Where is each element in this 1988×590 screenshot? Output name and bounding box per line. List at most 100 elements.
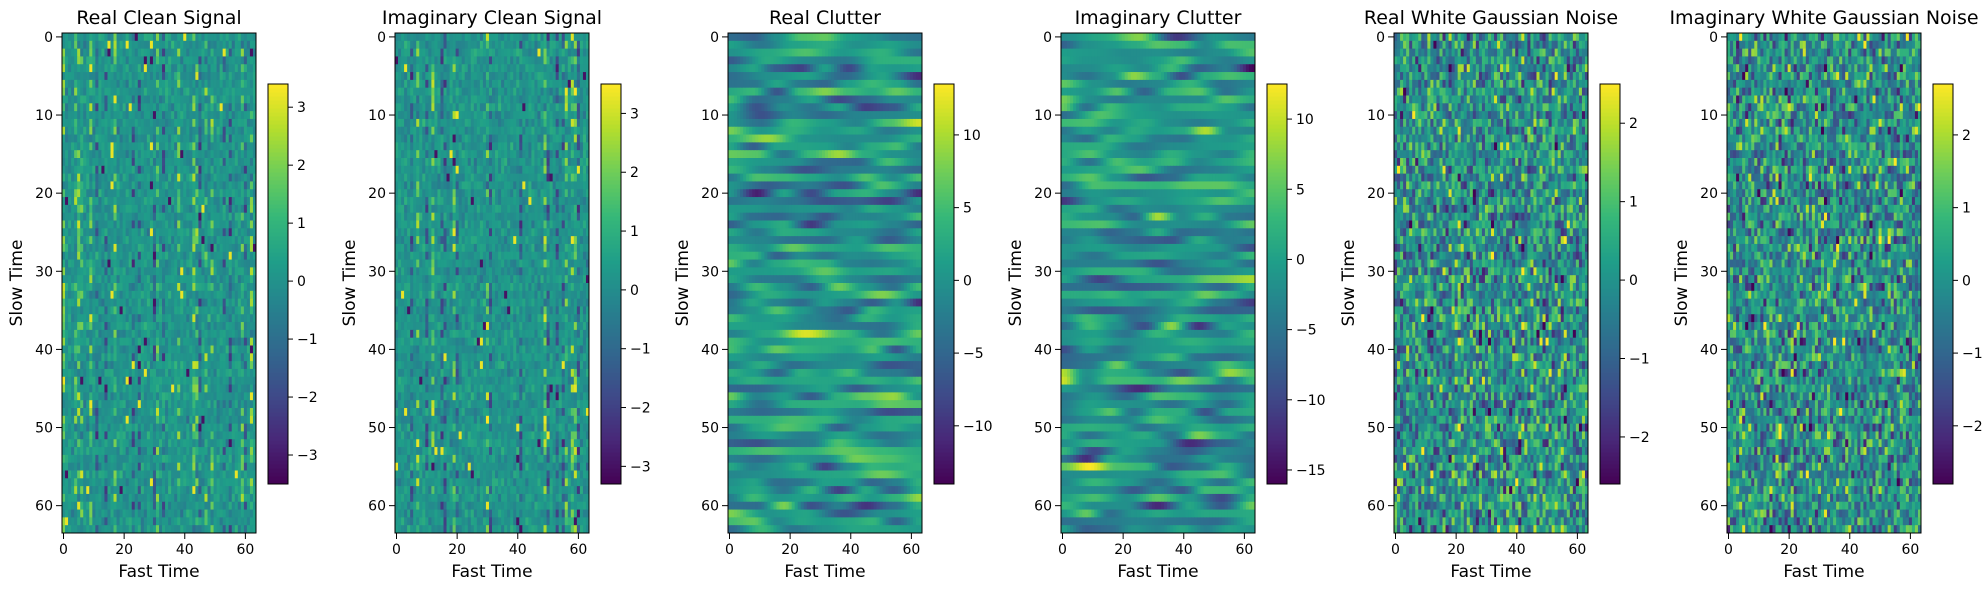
heatmap-cell xyxy=(243,243,248,253)
heatmap-cell xyxy=(201,525,205,534)
heatmap-cell xyxy=(143,150,148,159)
heatmap-cell xyxy=(213,447,218,456)
heatmap-cell xyxy=(216,415,221,425)
heatmap-cell xyxy=(162,64,166,73)
heatmap-cell xyxy=(222,415,227,425)
heatmap-cell xyxy=(113,40,118,50)
heatmap-cell xyxy=(65,408,69,417)
heatmap-cell xyxy=(122,134,127,143)
heatmap-cell xyxy=(395,95,399,104)
heatmap-cell xyxy=(204,142,208,151)
heatmap-cell xyxy=(101,423,105,432)
heatmap-cell xyxy=(207,275,211,284)
heatmap-cell xyxy=(143,79,148,89)
heatmap-cell xyxy=(549,95,554,104)
heatmap-cell xyxy=(213,220,218,229)
heatmap-cell xyxy=(428,111,432,120)
heatmap-cell xyxy=(213,150,218,159)
heatmap-cell xyxy=(152,220,157,229)
heatmap-cell xyxy=(404,103,408,112)
heatmap-cell xyxy=(159,423,163,432)
heatmap-cell xyxy=(86,267,90,276)
heatmap-cell xyxy=(204,290,208,300)
colorbar-band xyxy=(268,400,288,405)
heatmap-cell xyxy=(74,509,78,518)
heatmap-cell xyxy=(537,103,541,112)
heatmap-cell xyxy=(431,33,435,42)
heatmap-cell xyxy=(92,509,96,518)
heatmap-cell xyxy=(249,212,254,221)
heatmap-cell xyxy=(231,220,236,229)
heatmap-cell xyxy=(180,517,184,526)
heatmap-cell xyxy=(92,87,96,96)
heatmap-cell xyxy=(174,408,178,417)
colorbar-band xyxy=(268,232,288,237)
heatmap-cell xyxy=(216,478,221,487)
heatmap-cell xyxy=(74,33,78,42)
heatmap-cell xyxy=(228,423,233,432)
heatmap-cell xyxy=(249,134,254,143)
heatmap-cell xyxy=(201,134,205,143)
heatmap-cell xyxy=(192,290,196,300)
heatmap-cell xyxy=(128,189,133,198)
heatmap-cell xyxy=(210,64,215,73)
heatmap-cell xyxy=(183,314,187,323)
heatmap-cell xyxy=(101,189,105,198)
heatmap-cell xyxy=(101,220,105,229)
heatmap-cell xyxy=(86,181,90,190)
heatmap-cell xyxy=(140,392,145,401)
heatmap-cell xyxy=(140,118,145,128)
heatmap-cell xyxy=(143,314,148,323)
heatmap-cell xyxy=(171,509,175,518)
heatmap-cell xyxy=(446,118,451,128)
heatmap-cell xyxy=(116,517,121,526)
heatmap-cell xyxy=(222,392,227,401)
heatmap-cell xyxy=(89,447,93,456)
heatmap-cell xyxy=(110,243,114,253)
heatmap-cell xyxy=(77,126,81,136)
heatmap-cell xyxy=(104,87,108,96)
heatmap-cell xyxy=(243,431,248,440)
heatmap-cell xyxy=(570,72,575,81)
heatmap-cell xyxy=(246,509,251,518)
heatmap-cell xyxy=(213,48,218,57)
heatmap-cell xyxy=(249,525,254,534)
heatmap-cell xyxy=(165,220,169,229)
heatmap-cell xyxy=(210,525,215,534)
heatmap-cell xyxy=(249,392,254,401)
heatmap-cell xyxy=(240,64,245,73)
heatmap-cell xyxy=(168,197,172,206)
colorbar-band xyxy=(268,464,288,469)
heatmap-cell xyxy=(519,87,523,96)
heatmap-cell xyxy=(119,87,124,96)
heatmap-cell xyxy=(228,220,233,229)
heatmap-cell xyxy=(228,204,233,214)
heatmap-cell xyxy=(485,87,490,96)
heatmap-cell xyxy=(213,439,218,448)
heatmap-cell xyxy=(86,118,90,128)
heatmap-cell xyxy=(237,64,242,73)
heatmap-cell xyxy=(219,400,224,409)
heatmap-cell xyxy=(240,493,245,503)
heatmap-cell xyxy=(107,392,111,401)
heatmap-cell xyxy=(137,150,142,159)
heatmap-cell xyxy=(165,509,169,518)
heatmap-cell xyxy=(89,189,93,198)
heatmap-cell xyxy=(98,290,102,300)
heatmap-cell xyxy=(77,189,81,198)
heatmap-cell xyxy=(65,509,69,518)
heatmap-cell xyxy=(168,243,172,253)
heatmap-cell xyxy=(174,290,178,300)
heatmap-cell xyxy=(95,462,99,471)
heatmap-cell xyxy=(137,48,142,57)
heatmap-cell xyxy=(395,111,399,120)
heatmap-cell xyxy=(237,103,242,112)
heatmap-cell xyxy=(252,501,257,511)
heatmap-cell xyxy=(531,72,535,81)
heatmap-cell xyxy=(482,95,487,104)
heatmap-cell xyxy=(198,243,202,253)
heatmap-cell xyxy=(234,501,239,511)
heatmap-cell xyxy=(252,243,257,253)
heatmap-cell xyxy=(201,470,205,479)
heatmap-cell xyxy=(71,337,75,346)
